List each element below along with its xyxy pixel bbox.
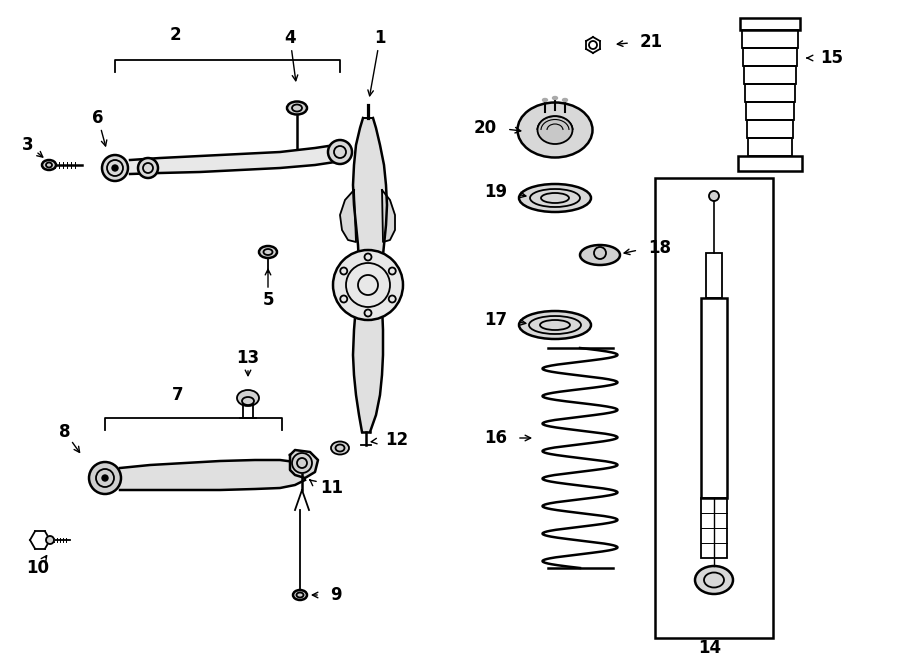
Text: 13: 13 bbox=[237, 349, 259, 367]
Text: 10: 10 bbox=[26, 559, 50, 577]
Ellipse shape bbox=[287, 102, 307, 114]
Bar bbox=[745, 84, 795, 102]
Text: 9: 9 bbox=[330, 586, 342, 604]
Polygon shape bbox=[290, 450, 318, 478]
Text: 14: 14 bbox=[698, 639, 722, 657]
Text: 8: 8 bbox=[59, 423, 71, 441]
Text: 15: 15 bbox=[820, 49, 843, 67]
Ellipse shape bbox=[543, 98, 547, 102]
Bar bbox=[740, 18, 800, 30]
Circle shape bbox=[138, 158, 158, 178]
Polygon shape bbox=[382, 190, 395, 242]
Polygon shape bbox=[130, 145, 342, 174]
Circle shape bbox=[292, 453, 312, 473]
Circle shape bbox=[333, 250, 403, 320]
Ellipse shape bbox=[580, 245, 620, 265]
Bar bbox=[742, 30, 798, 48]
Text: 11: 11 bbox=[320, 479, 343, 497]
Text: 5: 5 bbox=[262, 291, 274, 309]
Ellipse shape bbox=[42, 160, 56, 170]
Text: 7: 7 bbox=[172, 386, 184, 404]
Circle shape bbox=[102, 475, 108, 481]
Circle shape bbox=[709, 191, 719, 201]
Circle shape bbox=[328, 140, 352, 164]
Text: 19: 19 bbox=[484, 183, 507, 201]
Ellipse shape bbox=[259, 246, 277, 258]
Text: 12: 12 bbox=[385, 431, 408, 449]
Circle shape bbox=[89, 462, 121, 494]
Ellipse shape bbox=[519, 184, 591, 212]
Circle shape bbox=[112, 165, 118, 171]
Ellipse shape bbox=[293, 590, 307, 600]
Bar bbox=[746, 102, 794, 120]
Bar bbox=[743, 48, 797, 66]
Text: 6: 6 bbox=[92, 109, 104, 127]
Ellipse shape bbox=[553, 97, 557, 100]
Polygon shape bbox=[353, 118, 387, 432]
Bar bbox=[701, 498, 727, 558]
Bar bbox=[747, 120, 793, 138]
Polygon shape bbox=[120, 460, 305, 490]
Ellipse shape bbox=[518, 102, 592, 157]
Ellipse shape bbox=[46, 536, 54, 544]
Bar bbox=[748, 138, 792, 156]
Bar bbox=[744, 66, 796, 84]
Text: 16: 16 bbox=[484, 429, 507, 447]
Ellipse shape bbox=[519, 311, 591, 339]
Text: 2: 2 bbox=[169, 26, 181, 44]
Ellipse shape bbox=[562, 98, 568, 102]
Text: 17: 17 bbox=[484, 311, 507, 329]
Ellipse shape bbox=[695, 566, 733, 594]
Text: 18: 18 bbox=[648, 239, 671, 257]
Text: 20: 20 bbox=[474, 119, 497, 137]
Text: 4: 4 bbox=[284, 29, 296, 47]
Bar bbox=[701, 298, 727, 498]
Text: 3: 3 bbox=[22, 136, 34, 154]
Polygon shape bbox=[340, 190, 356, 242]
Circle shape bbox=[102, 155, 128, 181]
Bar bbox=[706, 253, 722, 298]
Ellipse shape bbox=[537, 116, 572, 144]
Bar bbox=[738, 156, 802, 171]
Text: 1: 1 bbox=[374, 29, 386, 47]
Ellipse shape bbox=[237, 390, 259, 406]
Text: 21: 21 bbox=[640, 33, 663, 51]
Bar bbox=[655, 178, 773, 638]
Ellipse shape bbox=[331, 442, 349, 455]
